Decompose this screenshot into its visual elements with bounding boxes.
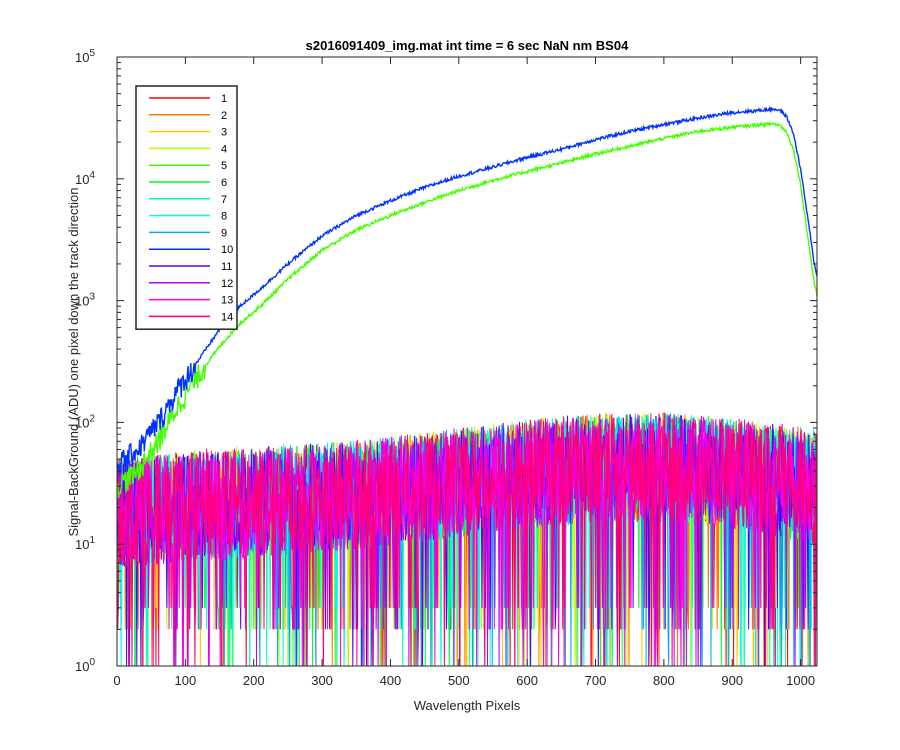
x-tick-label: 1000 [786,673,815,688]
legend-box [135,85,238,330]
x-tick-label: 900 [721,673,743,688]
series-14-line [117,412,817,666]
legend-label-13: 13 [221,295,233,307]
legend-label-2: 2 [221,110,227,122]
y-tick-label: 102 [75,413,95,430]
y-tick-label: 101 [75,535,95,552]
legend-label-3: 3 [221,127,227,139]
x-tick-label: 800 [653,673,675,688]
legend-label-7: 7 [221,194,227,206]
x-tick-label: 300 [311,673,333,688]
x-tick-label: 400 [380,673,402,688]
plot-area [117,105,817,666]
chart-title: s2016091409_img.mat int time = 6 sec NaN… [306,38,629,53]
axes-box [116,56,818,667]
x-tick-label: 200 [243,673,265,688]
y-tick-label: 103 [75,292,95,309]
legend-label-6: 6 [221,177,227,189]
legend-label-1: 1 [221,93,227,105]
x-tick-label: 0 [113,673,120,688]
y-axis-label: Signal-BackGround (ADU) one pixel down t… [66,187,81,536]
y-tick-label: 100 [75,657,95,674]
x-tick-label: 100 [175,673,197,688]
x-tick-label: 500 [448,673,470,688]
legend-label-4: 4 [221,143,227,155]
legend-label-11: 11 [221,261,232,273]
legend-label-12: 12 [221,278,233,290]
legend-label-14: 14 [221,311,233,323]
x-axis-label: Wavelength Pixels [414,698,521,713]
legend-label-10: 10 [221,244,233,256]
legend-label-9: 9 [221,227,227,239]
x-axis: 0 100 200 300 400 500 600 700 800 900 1000 [113,57,815,688]
legend-label-5: 5 [221,160,227,172]
x-tick-label: 700 [585,673,607,688]
y-tick-label: 104 [75,170,95,187]
legend-label-8: 8 [221,211,227,223]
y-tick-label: 105 [75,48,95,65]
x-tick-label: 600 [516,673,538,688]
